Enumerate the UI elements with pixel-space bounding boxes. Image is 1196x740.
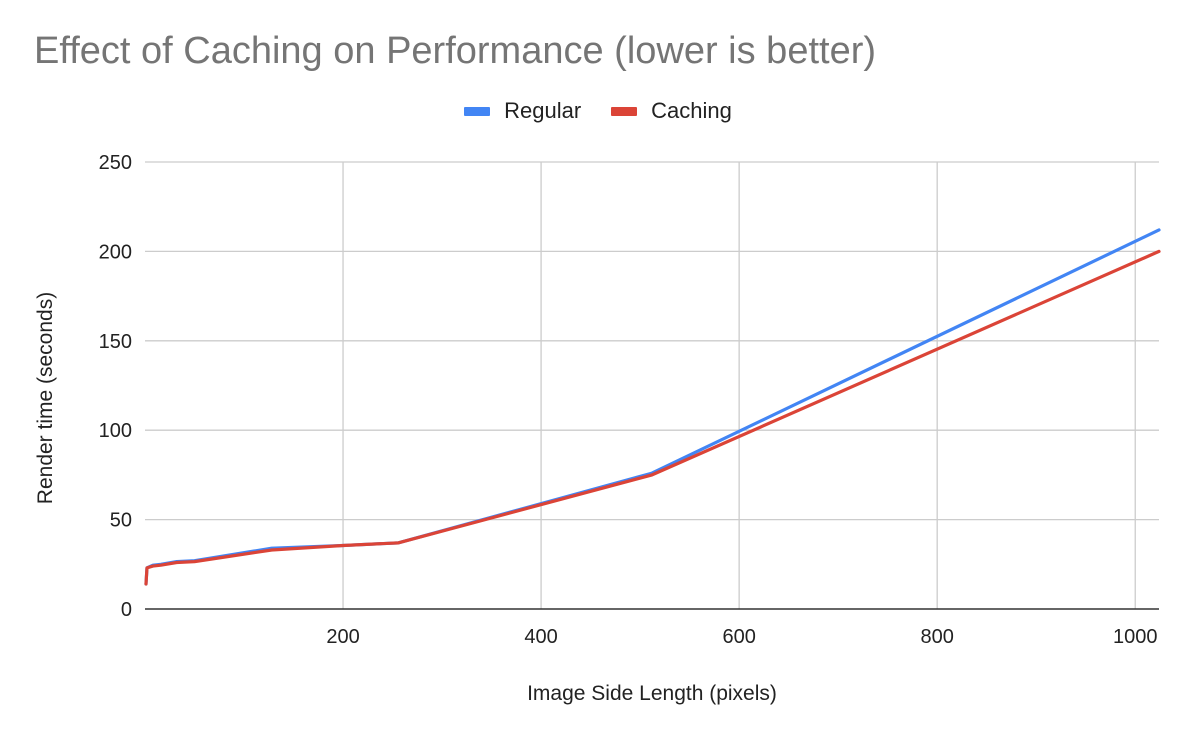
y-axis-label: Render time (seconds) — [34, 292, 57, 504]
legend-label-caching: Caching — [651, 98, 732, 123]
y-tick-label-100: 100 — [99, 420, 132, 442]
legend-item-caching[interactable]: Caching — [611, 98, 732, 124]
chart-title: Effect of Caching on Performance (lower … — [34, 30, 877, 72]
x-tick-label-800: 800 — [921, 626, 954, 648]
legend-swatch-caching — [611, 106, 638, 116]
grid — [145, 161, 1159, 609]
x-tick-label-400: 400 — [524, 626, 557, 648]
series-lines — [144, 228, 1161, 586]
y-tick-label-0: 0 — [121, 599, 132, 621]
tick-labels: 0 50 100 150 200 250 200 400 600 800 1000 — [99, 152, 1158, 648]
series-line-caching — [144, 249, 1161, 586]
x-tick-label-200: 200 — [326, 626, 359, 648]
legend-item-regular[interactable]: Regular — [464, 98, 581, 124]
y-tick-label-200: 200 — [99, 241, 132, 263]
legend: Regular Caching — [0, 98, 1196, 124]
series-line-regular — [144, 228, 1161, 586]
y-tick-label-50: 50 — [110, 510, 132, 532]
x-tick-label-600: 600 — [722, 626, 755, 648]
y-tick-label-250: 250 — [99, 152, 132, 174]
y-tick-label-150: 150 — [99, 331, 132, 353]
x-tick-label-1000: 1000 — [1113, 626, 1158, 648]
x-axis-label: Image Side Length (pixels) — [527, 682, 777, 705]
legend-swatch-regular — [464, 106, 491, 116]
legend-label-regular: Regular — [504, 98, 582, 123]
